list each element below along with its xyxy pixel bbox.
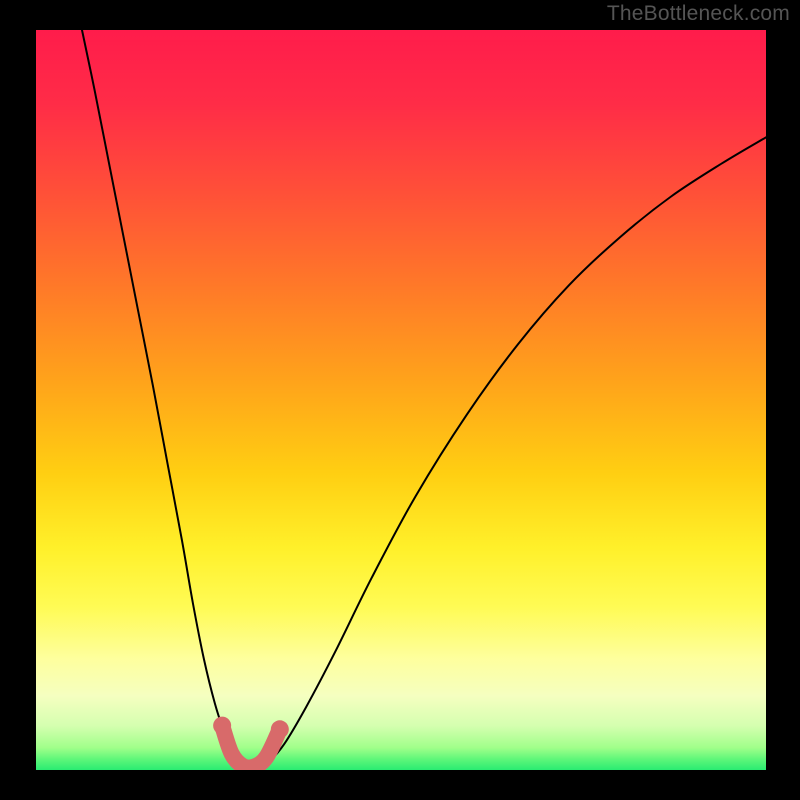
highlight-dot-right	[271, 720, 289, 738]
plot-area	[36, 30, 766, 770]
chart-svg	[36, 30, 766, 770]
chart-stage: TheBottleneck.com	[0, 0, 800, 800]
watermark-text: TheBottleneck.com	[607, 2, 790, 26]
highlight-dot-left	[213, 717, 231, 735]
gradient-background	[36, 30, 766, 770]
